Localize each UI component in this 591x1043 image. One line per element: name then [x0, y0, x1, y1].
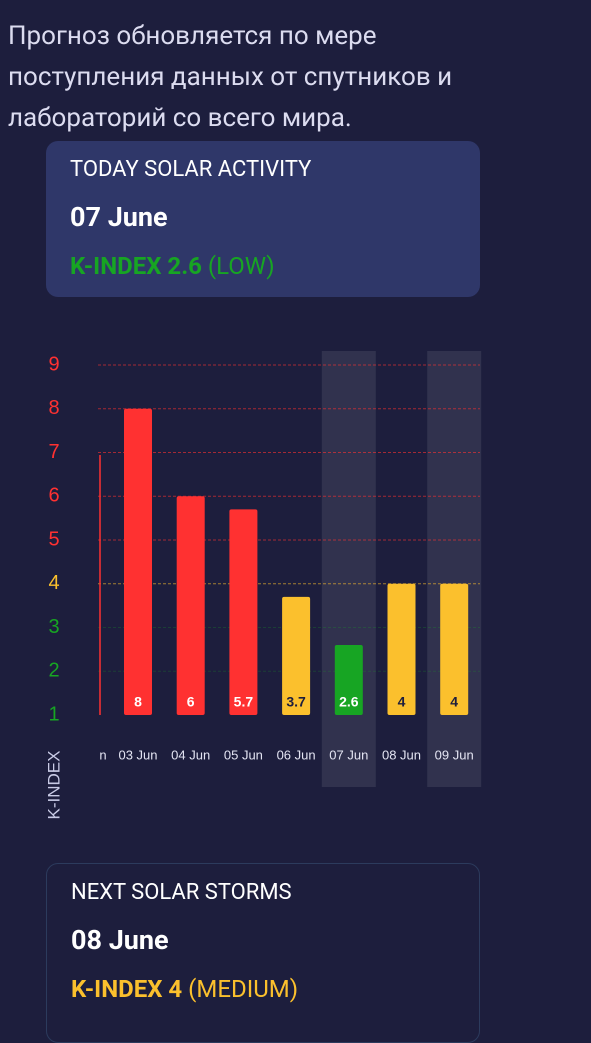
y-tick-label: 4: [48, 572, 59, 594]
intro: Прогноз обновляется по мере поступления …: [8, 16, 452, 139]
y-axis-label: K-INDEX: [44, 751, 63, 820]
bar: [282, 596, 311, 715]
x-tick-label: n: [99, 747, 106, 762]
x-tick-label: 04 Jun: [171, 747, 210, 762]
bar: [387, 583, 416, 715]
x-tick-label: 08 Jun: [382, 747, 421, 762]
highlight-column: [427, 351, 482, 787]
value-label: 8: [134, 694, 142, 710]
x-tick-label: 06 Jun: [277, 747, 316, 762]
card-index: K-INDEX 4 (MEDIUM): [71, 955, 455, 1003]
x-tick-label: 05 Jun: [224, 747, 263, 762]
intro-line: лабораторий со всего мира.: [8, 103, 352, 133]
y-tick-label: 2: [48, 660, 59, 682]
bar: [440, 583, 469, 715]
x-tick-label: 03 Jun: [118, 747, 157, 762]
today-card: TODAY SOLAR ACTIVITY 07 June K-INDEX 2.6…: [46, 141, 480, 297]
level: (MEDIUM): [188, 975, 299, 1003]
bar: [176, 496, 205, 715]
next-card: NEXT SOLAR STORMS 08 June K-INDEX 4 (MED…: [46, 863, 480, 1043]
card-title: TODAY SOLAR ACTIVITY: [70, 157, 312, 182]
intro-line: Прогноз обновляется по мере: [8, 21, 377, 51]
y-tick-label: 1: [48, 703, 59, 725]
card-date: 08 June: [71, 924, 169, 956]
value-label: 6: [187, 694, 195, 710]
bar: [334, 645, 363, 715]
card-title: NEXT SOLAR STORMS: [71, 880, 292, 905]
value-label: 5.7: [234, 694, 254, 710]
y-tick-label: 5: [48, 528, 59, 550]
x-tick-label: 07 Jun: [329, 747, 368, 762]
card-index: K-INDEX 2.6 (LOW): [70, 232, 456, 280]
value-label: 2.6: [339, 694, 359, 710]
y-tick-label: 6: [48, 485, 59, 507]
x-tick-label: 09 Jun: [435, 747, 474, 762]
card-date: 07 June: [70, 201, 168, 233]
y-tick-label: 7: [48, 441, 59, 463]
index: K-INDEX 2.6: [70, 252, 202, 280]
y-tick-label: 8: [48, 397, 59, 419]
highlight-column: [321, 351, 376, 787]
value-label: 4: [398, 694, 406, 710]
level: (LOW): [207, 252, 275, 280]
bar: [229, 509, 258, 715]
y-tick-label: 3: [48, 616, 59, 638]
value-label: 3.7: [286, 694, 306, 710]
value-label: 4: [450, 694, 458, 710]
y-tick-label: 9: [48, 353, 59, 375]
intro-line: поступления данных от спутников и: [8, 62, 453, 92]
bar: [124, 408, 152, 715]
index: K-INDEX 4: [71, 975, 183, 1003]
